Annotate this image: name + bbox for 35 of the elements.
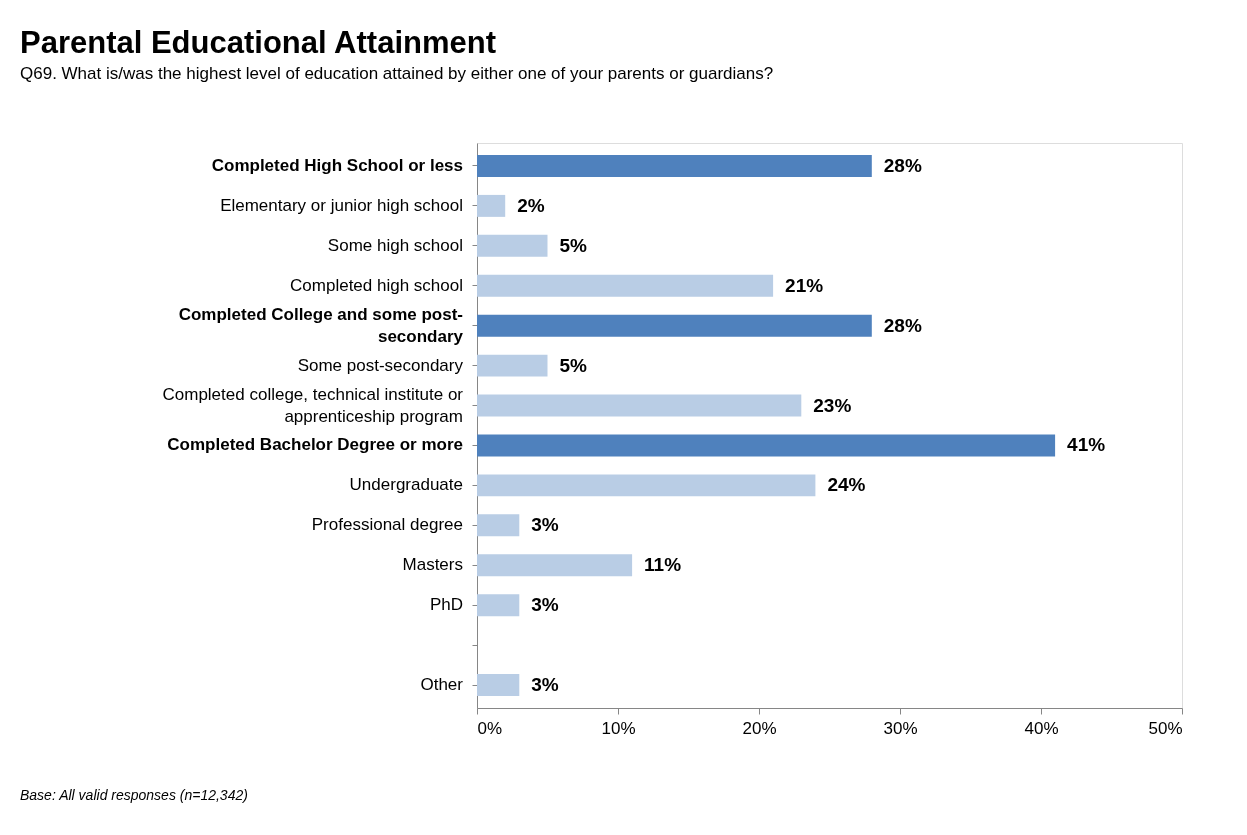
x-tick-label: 10% <box>601 718 636 738</box>
x-tick-label: 0% <box>477 718 503 738</box>
y-tick-label: Completed high school <box>290 275 463 295</box>
text: Base: All valid responses (n=12,342) <box>20 787 248 803</box>
data-label: 41% <box>1067 434 1106 456</box>
y-tick-label: Completed college, technical institute or apprenticeship program <box>162 384 464 426</box>
data-label: 28% <box>883 314 922 336</box>
x-tick-label: 40% <box>1024 718 1059 738</box>
y-tick-label: Elementary or junior high school <box>220 195 463 215</box>
data-label: 3% <box>531 514 559 536</box>
data-label: 5% <box>559 234 588 256</box>
data-label: 24% <box>827 474 866 496</box>
x-tick-label: 30% <box>883 718 918 738</box>
data-label: 5% <box>559 354 588 376</box>
y-tick-label: Professional degree <box>311 515 463 535</box>
y-tick-label: Completed College and some post-secondary <box>178 304 464 346</box>
y-tick-label: Some high school <box>327 235 463 255</box>
x-tick-label: 20% <box>742 718 777 738</box>
data-label: 2% <box>517 194 545 216</box>
x-tick-label: 50% <box>1148 718 1183 738</box>
y-tick-label: Undergraduate <box>349 475 463 495</box>
y-tick-label: Completed Bachelor Degree or more <box>167 435 463 455</box>
y-tick-label: PhD <box>429 595 463 615</box>
y-tick-label: Some post-secondary <box>297 355 464 375</box>
y-tick-label: Masters <box>402 555 463 575</box>
data-label: 28% <box>883 154 922 176</box>
chart-title: Parental Educational Attainment <box>20 25 496 60</box>
y-tick-label: Other <box>420 675 464 695</box>
chart-subtitle: Q69. What is/was the highest level of education attained by either one of your parents or guardians? <box>20 64 774 83</box>
data-label: 11% <box>644 554 682 576</box>
data-label: 3% <box>531 674 559 696</box>
y-tick-label: Completed High School or less <box>211 155 463 175</box>
data-label: 21% <box>785 274 824 296</box>
data-label: 23% <box>813 394 852 416</box>
data-label: 3% <box>531 594 559 616</box>
